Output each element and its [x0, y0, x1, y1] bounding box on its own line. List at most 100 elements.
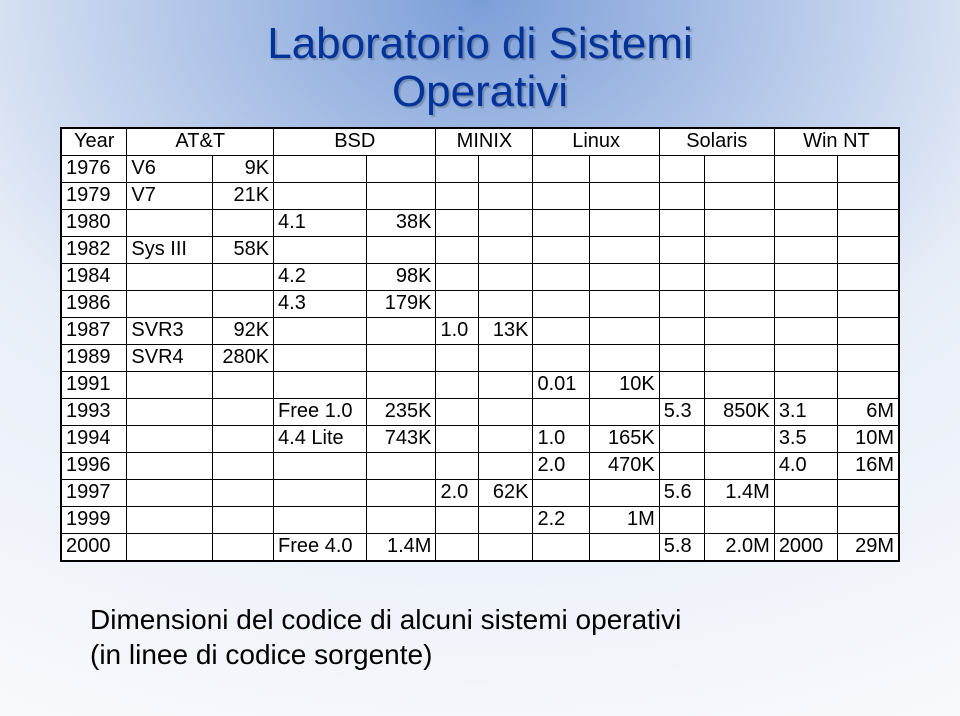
table-cell	[436, 371, 479, 398]
table-cell	[837, 209, 898, 236]
table-cell: 2.0	[436, 479, 479, 506]
table-cell	[533, 479, 589, 506]
table-cell	[213, 263, 274, 290]
table-cell	[127, 479, 213, 506]
table-cell	[436, 155, 479, 182]
table-cell	[533, 182, 589, 209]
table-cell	[589, 533, 659, 560]
table-cell: 2.0	[533, 452, 589, 479]
table-cell	[274, 155, 366, 182]
table-cell	[213, 506, 274, 533]
table-cell	[589, 263, 659, 290]
table-cell: 21K	[213, 182, 274, 209]
table-cell	[479, 155, 533, 182]
caption-line-2: (in linee di codice sorgente)	[90, 639, 432, 670]
table-cell	[274, 182, 366, 209]
table-cell: 1.0	[533, 425, 589, 452]
table-row: 19804.138K	[62, 209, 899, 236]
table-cell	[127, 290, 213, 317]
table-cell	[837, 155, 898, 182]
table-cell	[659, 344, 704, 371]
table-cell: SVR4	[127, 344, 213, 371]
table-cell	[366, 506, 436, 533]
table-row: 19844.298K	[62, 263, 899, 290]
table-cell: Free 4.0	[274, 533, 366, 560]
col-solaris: Solaris	[659, 128, 774, 155]
table-cell	[589, 344, 659, 371]
table-cell: 13K	[479, 317, 533, 344]
caption-line-1: Dimensioni del codice di alcuni sistemi …	[90, 604, 681, 635]
table-cell: 4.2	[274, 263, 366, 290]
table-cell	[589, 155, 659, 182]
col-att: AT&T	[127, 128, 274, 155]
table-cell	[533, 290, 589, 317]
table-cell: 5.6	[659, 479, 704, 506]
table-cell	[774, 236, 837, 263]
table-cell: 1991	[62, 371, 127, 398]
table-cell: 38K	[366, 209, 436, 236]
table-cell: 4.4 Lite	[274, 425, 366, 452]
table-cell: 1986	[62, 290, 127, 317]
table-cell	[366, 344, 436, 371]
table-cell	[659, 263, 704, 290]
table-cell	[589, 209, 659, 236]
table-cell: 4.3	[274, 290, 366, 317]
table: Year AT&T BSD MINIX Linux Solaris Win NT…	[61, 128, 899, 561]
table-cell	[533, 263, 589, 290]
table-cell	[213, 371, 274, 398]
table-cell: 850K	[704, 398, 774, 425]
table-cell: 98K	[366, 263, 436, 290]
table-row: 1993Free 1.0235K5.3850K3.16M	[62, 398, 899, 425]
table-cell: 280K	[213, 344, 274, 371]
table-cell	[533, 209, 589, 236]
table-cell	[774, 317, 837, 344]
table-cell	[704, 182, 774, 209]
table-cell: 1993	[62, 398, 127, 425]
table-cell	[479, 209, 533, 236]
table-cell	[837, 479, 898, 506]
table-cell: 2000	[774, 533, 837, 560]
table-cell	[436, 290, 479, 317]
table-cell	[436, 182, 479, 209]
table-cell	[436, 425, 479, 452]
table-cell: 10M	[837, 425, 898, 452]
table-cell	[366, 452, 436, 479]
table-cell: 1987	[62, 317, 127, 344]
table-cell	[127, 398, 213, 425]
table-cell	[659, 155, 704, 182]
table-cell	[837, 317, 898, 344]
table-row: 19864.3179K	[62, 290, 899, 317]
table-cell	[837, 344, 898, 371]
table-cell: SVR3	[127, 317, 213, 344]
table-cell	[704, 290, 774, 317]
caption: Dimensioni del codice di alcuni sistemi …	[90, 602, 900, 672]
table-cell	[533, 155, 589, 182]
table-cell	[837, 371, 898, 398]
table-row: 19910.0110K	[62, 371, 899, 398]
table-cell	[659, 506, 704, 533]
table-cell	[127, 263, 213, 290]
table-cell	[127, 425, 213, 452]
table-cell	[127, 371, 213, 398]
table-cell	[659, 452, 704, 479]
table-cell: 1M	[589, 506, 659, 533]
col-winnt: Win NT	[774, 128, 898, 155]
table-cell	[659, 371, 704, 398]
table-cell	[366, 479, 436, 506]
table-row: 1982Sys III58K	[62, 236, 899, 263]
table-cell	[213, 533, 274, 560]
table-cell	[479, 263, 533, 290]
table-cell	[127, 209, 213, 236]
table-cell: 2.0M	[704, 533, 774, 560]
table-cell	[704, 155, 774, 182]
table-cell: 58K	[213, 236, 274, 263]
table-cell	[213, 452, 274, 479]
table-cell	[774, 155, 837, 182]
table-cell: 6M	[837, 398, 898, 425]
table-cell	[704, 425, 774, 452]
table-cell: Free 1.0	[274, 398, 366, 425]
table-cell: 9K	[213, 155, 274, 182]
table-header-row: Year AT&T BSD MINIX Linux Solaris Win NT	[62, 128, 899, 155]
table-cell	[274, 317, 366, 344]
table-cell: 235K	[366, 398, 436, 425]
